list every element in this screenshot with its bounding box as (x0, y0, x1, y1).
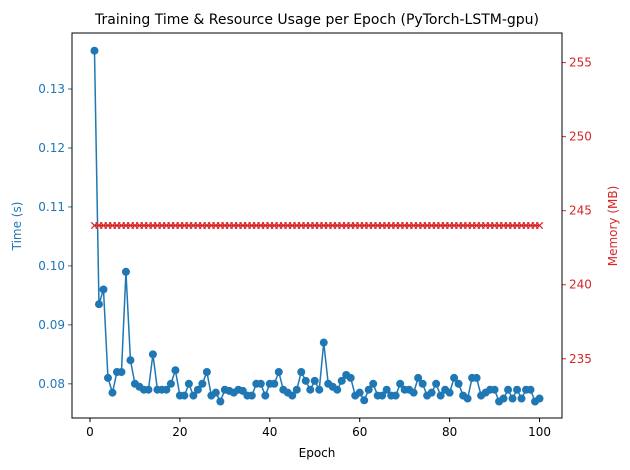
x-tick-label: 100 (528, 425, 551, 439)
time-point (517, 394, 526, 403)
y-axis-right-label: Memory (MB) (606, 186, 620, 267)
time-point (432, 379, 441, 388)
time-point (301, 376, 310, 385)
time-point (103, 373, 112, 382)
time-point (472, 373, 481, 382)
y-right-tick-label: 250 (569, 130, 592, 144)
time-point (508, 394, 517, 403)
time-point (355, 388, 364, 397)
y-axis-left-label: Time (s) (10, 202, 24, 252)
y-left-tick-label: 0.13 (38, 82, 65, 96)
x-tick-label: 60 (352, 425, 367, 439)
x-axis-label: Epoch (299, 446, 336, 460)
time-point (216, 397, 225, 406)
time-point (310, 376, 319, 385)
time-point (333, 385, 342, 394)
time-point (193, 385, 202, 394)
time-point (180, 391, 189, 400)
chart-title: Training Time & Resource Usage per Epoch… (94, 12, 539, 28)
time-point (364, 385, 373, 394)
time-point (378, 391, 387, 400)
time-point (409, 388, 418, 397)
y-right-tick-label: 255 (569, 56, 592, 70)
time-point (427, 388, 436, 397)
time-point (450, 373, 459, 382)
time-point (292, 385, 301, 394)
memory-point (535, 221, 544, 230)
time-point (211, 388, 220, 397)
time-point (490, 385, 499, 394)
plot-frame (71, 32, 563, 419)
time-point (315, 385, 324, 394)
time-point (189, 391, 198, 400)
time-point (148, 350, 157, 359)
time-point (391, 391, 400, 400)
time-point (360, 396, 369, 405)
time-point (319, 338, 328, 347)
y-left-tick-label: 0.10 (38, 259, 65, 273)
time-point (337, 376, 346, 385)
y-left-tick-label: 0.12 (38, 141, 65, 155)
time-point (108, 388, 117, 397)
y-right-tick-label: 240 (569, 278, 592, 292)
time-point (166, 379, 175, 388)
time-point (162, 385, 171, 394)
time-point (202, 368, 211, 377)
time-point (126, 356, 135, 365)
time-point (171, 366, 180, 375)
y-right-tick-label: 245 (569, 204, 592, 218)
time-point (346, 373, 355, 382)
time-point (270, 379, 279, 388)
time-point (297, 368, 306, 377)
time-point (94, 300, 103, 309)
time-point (144, 385, 153, 394)
time-point (382, 385, 391, 394)
time-point (261, 391, 270, 400)
time-point (288, 391, 297, 400)
y-right-tick-label: 235 (569, 352, 592, 366)
time-point (463, 394, 472, 403)
time-point (414, 373, 423, 382)
time-point (90, 46, 99, 55)
time-point (526, 385, 535, 394)
time-point (198, 379, 207, 388)
time-point (184, 379, 193, 388)
time-point (117, 368, 126, 377)
x-tick-label: 40 (262, 425, 277, 439)
time-point (121, 267, 130, 276)
x-tick-label: 0 (86, 425, 94, 439)
time-point (99, 285, 108, 294)
y-left-tick-label: 0.09 (38, 318, 65, 332)
time-point (247, 391, 256, 400)
x-tick-label: 20 (172, 425, 187, 439)
x-tick-label: 80 (442, 425, 457, 439)
time-point (513, 385, 522, 394)
y-left-tick-label: 0.08 (38, 377, 65, 391)
time-point (256, 379, 265, 388)
plot-area: 0 20 40 60 80 100 0.08 0.09 0.10 0.11 0.12 0.13 235 2… (38, 32, 592, 439)
time-point (499, 394, 508, 403)
time-point (535, 394, 544, 403)
time-point (396, 379, 405, 388)
time-point (369, 379, 378, 388)
time-point (454, 379, 463, 388)
time-point (418, 379, 427, 388)
time-point (445, 388, 454, 397)
time-point (274, 368, 283, 377)
time-point (436, 391, 445, 400)
time-point (306, 385, 315, 394)
time-point (504, 385, 513, 394)
y-left-tick-label: 0.11 (38, 200, 65, 214)
